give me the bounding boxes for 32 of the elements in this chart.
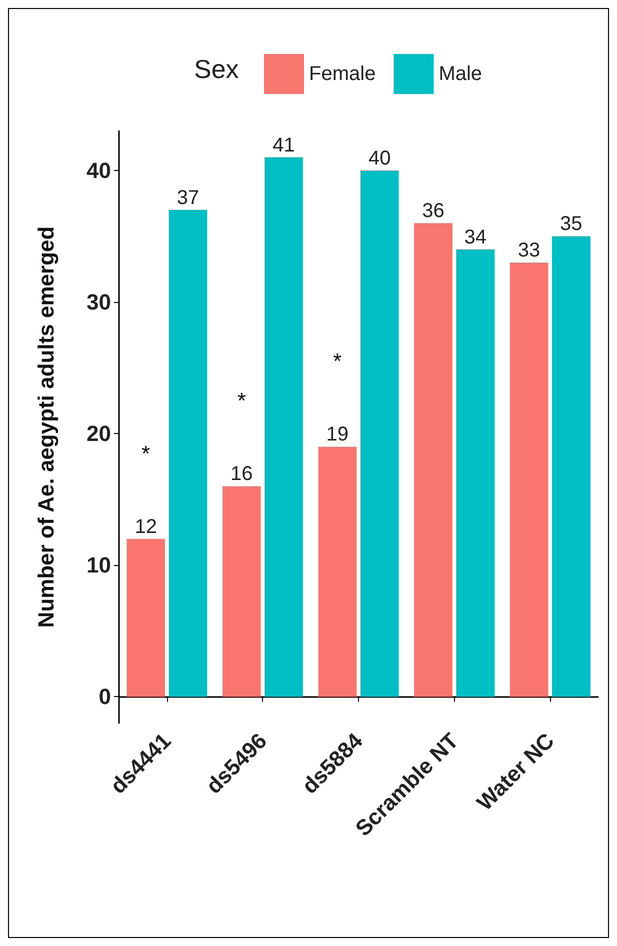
data-label: 40 bbox=[368, 147, 391, 170]
data-label: 35 bbox=[560, 213, 582, 236]
annotation: * bbox=[142, 440, 151, 466]
bar bbox=[552, 236, 590, 697]
legend-label: Female bbox=[309, 63, 376, 85]
y-tick-label: 10 bbox=[86, 552, 111, 578]
data-label: 36 bbox=[422, 200, 444, 222]
bar bbox=[222, 486, 261, 697]
y-tick-label: 0 bbox=[98, 684, 111, 710]
bar bbox=[360, 170, 399, 697]
y-tick-label: 30 bbox=[86, 290, 111, 315]
data-label: 41 bbox=[272, 134, 295, 156]
bar bbox=[168, 210, 208, 697]
data-label: 16 bbox=[230, 463, 253, 486]
annotation: * bbox=[237, 388, 246, 414]
y-axis-title: Number of Ae. aegypti adults emerged bbox=[34, 226, 58, 628]
y-tick-label: 40 bbox=[86, 158, 111, 183]
data-label: 12 bbox=[134, 516, 157, 538]
legend-title: Sex bbox=[194, 54, 239, 84]
data-label: 37 bbox=[176, 186, 200, 209]
bar bbox=[264, 157, 303, 697]
bar bbox=[510, 262, 548, 697]
data-label: 19 bbox=[326, 424, 349, 446]
annotation: * bbox=[333, 348, 342, 374]
data-label: 33 bbox=[518, 240, 540, 262]
bar bbox=[126, 538, 165, 697]
legend-label: Male bbox=[438, 63, 482, 85]
data-label: 34 bbox=[464, 226, 486, 248]
bar bbox=[414, 223, 452, 697]
bar bbox=[318, 446, 357, 697]
bar bbox=[456, 249, 495, 697]
y-tick-label: 20 bbox=[86, 421, 111, 446]
